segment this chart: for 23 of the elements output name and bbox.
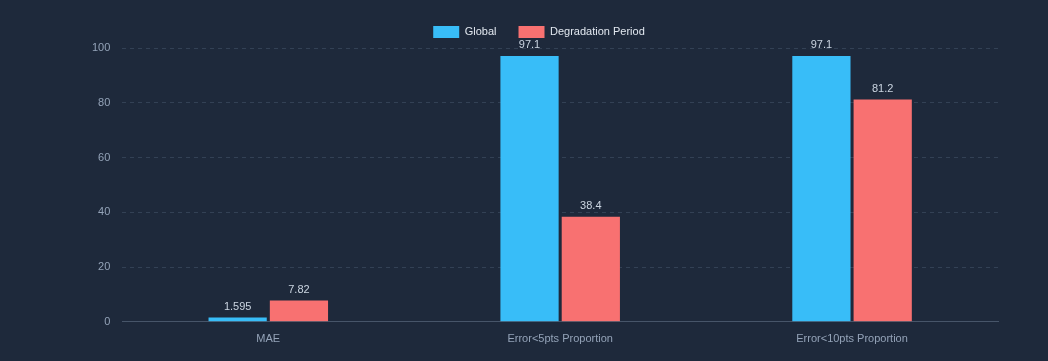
- y-tick-label: 100: [91, 41, 111, 54]
- x-tick-label: Error<5pts Proportion: [507, 332, 613, 345]
- bar: [208, 317, 267, 322]
- y-tick-label: 60: [98, 150, 111, 163]
- bar: [500, 55, 559, 322]
- y-tick-label: 40: [98, 205, 111, 218]
- y-tick-label: 0: [104, 314, 111, 327]
- y-tick-label: 20: [98, 260, 111, 273]
- bar: [561, 216, 620, 322]
- x-tick-label: MAE: [256, 332, 281, 345]
- data-label: 38.4: [580, 199, 602, 212]
- y-tick-label: 80: [98, 95, 111, 108]
- data-label: 81.2: [872, 82, 894, 95]
- data-label: 7.82: [288, 282, 310, 295]
- data-label: 97.1: [518, 38, 541, 51]
- bar: [853, 99, 912, 322]
- bar: [792, 55, 851, 322]
- data-label: 97.1: [810, 38, 833, 51]
- bar: [269, 300, 329, 322]
- x-tick-label: Error<10pts Proportion: [796, 332, 908, 345]
- legend-label: Degradation Period: [550, 25, 645, 38]
- data-label: 1.595: [223, 299, 252, 312]
- legend-label: Global: [464, 25, 497, 38]
